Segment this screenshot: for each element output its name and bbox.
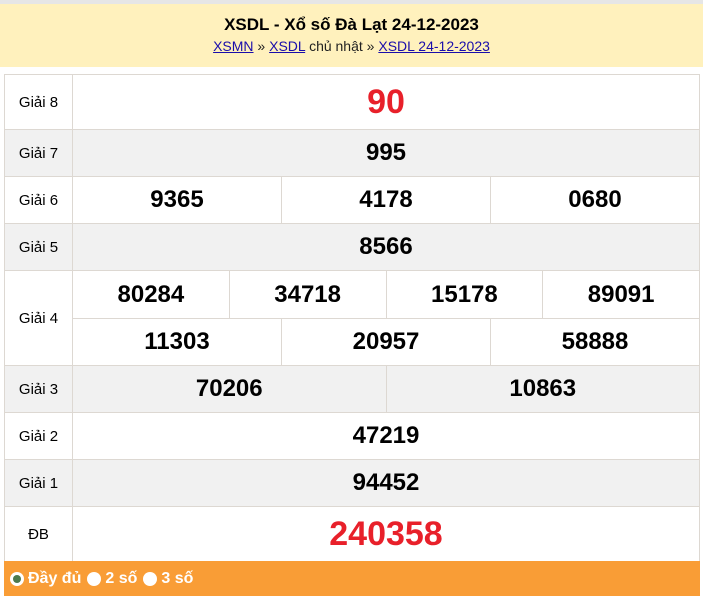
radio-selected-icon[interactable] — [10, 571, 24, 586]
prize-number: 995 — [72, 129, 700, 177]
prize-label: Giải 7 — [4, 129, 73, 177]
special-prize-number: 240358 — [72, 506, 700, 562]
option-label: Đầy đủ — [28, 569, 82, 587]
prize-label: Giải 8 — [4, 74, 73, 130]
prize-number: 47219 — [72, 412, 700, 460]
prize-label: Giải 2 — [4, 412, 73, 460]
prize-number: 34718 — [230, 271, 387, 318]
option-full[interactable]: Đầy đủ — [10, 570, 81, 588]
option-label: 2 số — [105, 569, 138, 587]
results-table: Giải 8 90 Giải 7 995 Giải 6 9365 4178 0680 G… — [4, 74, 700, 562]
prize-row-g2: Giải 2 47219 — [4, 412, 700, 460]
prize-row-g5: Giải 5 8566 — [4, 223, 700, 271]
breadcrumb: XSMN » XSDL chủ nhật » XSDL 24-12-2023 — [0, 38, 703, 54]
prize-number: 89091 — [587, 280, 655, 308]
prize-number: 58888 — [561, 328, 629, 355]
breadcrumb-separator: » — [257, 38, 266, 54]
prize-number: 4178 — [282, 177, 491, 223]
option-3-digits[interactable]: 3 số — [143, 570, 193, 588]
prize-row-g1: Giải 1 94452 — [4, 459, 700, 507]
breadcrumb-xsmn[interactable]: XSMN — [213, 38, 254, 54]
prize-number: 80284 — [73, 271, 230, 318]
prize-number: 90 — [72, 74, 700, 130]
option-label: 3 số — [161, 569, 194, 587]
display-options: Đầy đủ 2 số 3 số — [4, 561, 700, 596]
prize-label: Giải 1 — [4, 459, 73, 507]
top-border — [0, 0, 703, 4]
prize-row-g8: Giải 8 90 — [4, 74, 700, 130]
prize-row-g3: Giải 3 70206 10863 — [4, 365, 700, 413]
prize-number: 20957 — [282, 319, 491, 365]
prize-row-special: ĐB 240358 — [4, 506, 700, 562]
radio-icon[interactable] — [87, 571, 102, 586]
prize-row-g4: Giải 4 80284 34718 15178 89091 11303 20957 58… — [4, 270, 700, 366]
breadcrumb-xsdl[interactable]: XSDL — [269, 38, 306, 54]
prize-label: Giải 4 — [4, 270, 73, 366]
prize-row-g6: Giải 6 9365 4178 0680 — [4, 176, 700, 224]
breadcrumb-day: chủ nhật — [309, 38, 363, 54]
prize-label: Giải 5 — [4, 223, 73, 271]
page-title: XSDL - Xổ số Đà Lạt 24-12-2023 — [224, 15, 479, 34]
prize-label: Giải 6 — [4, 176, 73, 224]
prize-number: 0680 — [568, 186, 622, 213]
result-header: XSDL - Xổ số Đà Lạt 24-12-2023 XSMN » XS… — [0, 4, 703, 67]
prize-number: 9365 — [73, 177, 282, 223]
prize-number: 8566 — [72, 223, 700, 271]
option-2-digits[interactable]: 2 số — [87, 570, 137, 588]
prize-row-g7: Giải 7 995 — [4, 129, 700, 177]
prize-number: 70206 — [73, 366, 387, 412]
prize-number: 94452 — [72, 459, 700, 507]
prize-label: ĐB — [4, 506, 73, 562]
prize-number: 15178 — [387, 271, 544, 318]
prize-number: 11303 — [73, 319, 282, 365]
prize-number: 10863 — [509, 375, 577, 402]
radio-icon[interactable] — [143, 571, 158, 586]
prize-label: Giải 3 — [4, 365, 73, 413]
breadcrumb-date[interactable]: XSDL 24-12-2023 — [378, 38, 490, 54]
breadcrumb-separator: » — [366, 38, 375, 54]
